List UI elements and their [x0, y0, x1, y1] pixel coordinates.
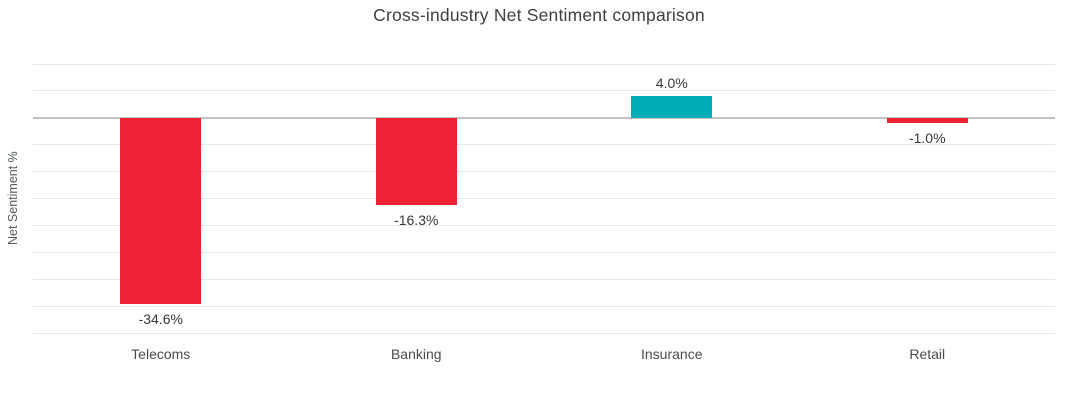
y-axis-label: Net Sentiment % [6, 151, 20, 246]
gridline [33, 251, 1055, 253]
chart-title: Cross-industry Net Sentiment comparison [373, 5, 705, 25]
bar-retail[interactable] [886, 117, 968, 124]
zero-axis-line [33, 116, 1055, 119]
gridline [33, 90, 1055, 92]
gridline [33, 224, 1055, 226]
gridline [33, 332, 1055, 334]
bar-insurance[interactable] [631, 96, 713, 118]
value-label-retail: -1.0% [908, 130, 946, 147]
category-label-retail: Retail [909, 346, 946, 362]
gridline [33, 171, 1055, 173]
plot-area: -34.6% Telecoms -16.3% Banking 4.0% Insurance… [33, 63, 1055, 362]
value-label-insurance: 4.0% [655, 75, 688, 92]
bar-telecoms[interactable] [120, 117, 202, 304]
value-label-banking: -16.3% [394, 212, 439, 229]
bar-banking[interactable] [375, 117, 457, 206]
category-label-banking: Banking [390, 346, 442, 362]
gridline [33, 278, 1055, 280]
value-label-telecoms: -34.6% [138, 310, 183, 327]
gridline [33, 63, 1055, 65]
category-label-insurance: Insurance [641, 346, 703, 362]
gridline [33, 144, 1055, 146]
gridline [33, 305, 1055, 307]
category-label-telecoms: Telecoms [131, 346, 191, 362]
gridline [33, 198, 1055, 199]
